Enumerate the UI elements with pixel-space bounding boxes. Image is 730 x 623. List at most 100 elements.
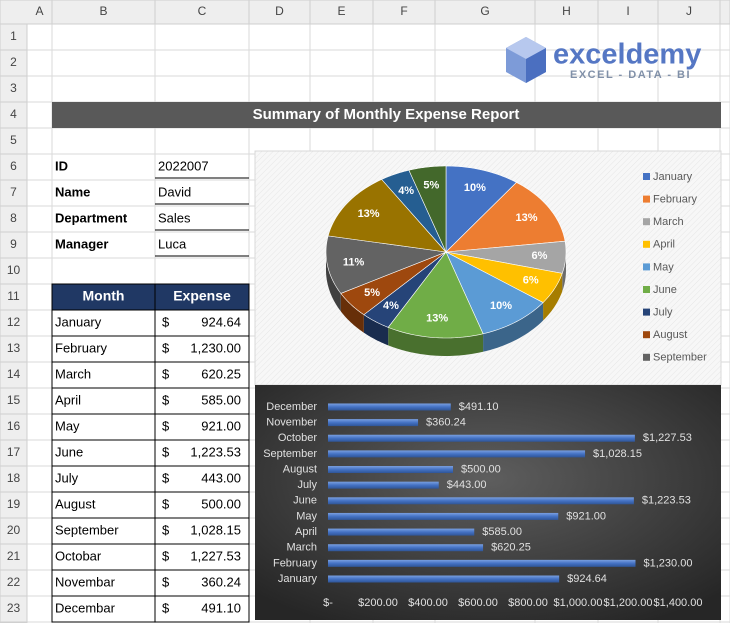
bar-data-label: $620.25 xyxy=(491,542,531,554)
y-tick-label: July xyxy=(297,479,317,491)
y-tick-label: March xyxy=(286,542,317,554)
pie-data-label: 10% xyxy=(464,182,486,194)
pie-slice xyxy=(327,179,447,253)
row-number: 3 xyxy=(10,81,17,95)
y-tick-label: September xyxy=(263,448,317,460)
table-row xyxy=(51,465,250,493)
currency-sign: $ xyxy=(162,496,170,511)
month-cell: June xyxy=(55,444,83,459)
info-label: Department xyxy=(55,210,128,225)
x-tick-label: $400.00 xyxy=(408,597,448,609)
expense-cell: 1,028.15 xyxy=(190,522,241,537)
row-number: 18 xyxy=(7,471,21,485)
column-letter: H xyxy=(562,4,571,18)
bar-data-label: $500.00 xyxy=(461,463,501,475)
currency-sign: $ xyxy=(162,600,170,615)
pie-slice xyxy=(445,251,544,335)
pie-slice xyxy=(445,251,563,303)
title-bar xyxy=(52,102,721,128)
row-number: 22 xyxy=(7,575,21,589)
currency-sign: $ xyxy=(162,366,170,381)
row-number: 17 xyxy=(7,445,21,459)
expense-cell: 585.00 xyxy=(201,392,241,407)
y-tick-label: October xyxy=(278,432,317,444)
bar xyxy=(328,481,439,489)
pie-slice xyxy=(325,235,448,294)
bar-data-label: $585.00 xyxy=(482,526,522,538)
legend-swatch xyxy=(643,218,650,226)
row-number: 13 xyxy=(7,341,21,355)
y-tick-label: April xyxy=(295,526,317,538)
pie-slice xyxy=(445,240,567,274)
row-number: 6 xyxy=(10,159,17,173)
y-tick-label: February xyxy=(273,557,318,569)
month-cell: February xyxy=(55,340,108,355)
bar xyxy=(328,419,419,427)
currency-sign: $ xyxy=(162,392,170,407)
row-number: 7 xyxy=(10,185,17,199)
info-value: 2022007 xyxy=(158,158,209,173)
row-number: 4 xyxy=(10,107,17,121)
expense-cell: 1,230.00 xyxy=(190,340,241,355)
bar-data-label: $491.10 xyxy=(459,401,499,413)
pie-data-label: 6% xyxy=(523,274,539,286)
currency-sign: $ xyxy=(162,548,170,563)
logo-name: exceldemy xyxy=(553,39,701,71)
pie-side xyxy=(340,293,364,333)
row-number: 16 xyxy=(7,419,21,433)
table-row xyxy=(51,413,250,441)
x-tick-label: $800.00 xyxy=(508,597,548,609)
legend-swatch xyxy=(643,308,650,316)
pie-side xyxy=(543,273,563,321)
row-number: 9 xyxy=(10,237,17,251)
y-tick-label: January xyxy=(278,573,318,585)
currency-sign: $ xyxy=(162,340,170,355)
currency-sign: $ xyxy=(162,314,170,329)
bar xyxy=(328,559,636,567)
currency-sign: $ xyxy=(162,444,170,459)
y-tick-label: December xyxy=(266,401,317,413)
pie-data-label: 5% xyxy=(423,180,439,192)
bar-data-label: $1,230.00 xyxy=(644,557,693,569)
legend-label: June xyxy=(653,284,677,296)
bar-data-label: $924.64 xyxy=(567,573,607,585)
table-row xyxy=(51,439,250,467)
expense-cell: 921.00 xyxy=(201,418,241,433)
month-cell: Novembar xyxy=(55,574,116,589)
legend-swatch xyxy=(643,195,650,203)
month-cell: September xyxy=(55,522,119,537)
bar-data-label: $1,227.53 xyxy=(643,432,692,444)
info-value: Luca xyxy=(158,236,187,251)
legend-label: May xyxy=(653,261,674,273)
bar xyxy=(328,466,453,474)
legend-label: February xyxy=(653,194,698,206)
legend-swatch xyxy=(643,353,650,361)
column-letter: C xyxy=(198,4,207,18)
currency-sign: $ xyxy=(162,470,170,485)
expense-cell: 1,223.53 xyxy=(190,444,241,459)
bar-data-label: $1,223.53 xyxy=(642,495,691,507)
pie-side xyxy=(562,252,566,292)
expense-cell: 1,227.53 xyxy=(190,548,241,563)
pie-data-label: 4% xyxy=(398,185,414,197)
pie-slice xyxy=(340,251,447,316)
legend-label: August xyxy=(653,329,687,341)
table-row xyxy=(51,569,250,597)
month-cell: March xyxy=(55,366,91,381)
bar xyxy=(328,544,484,552)
pie-slice xyxy=(381,169,447,253)
month-cell: August xyxy=(55,496,96,511)
month-cell: April xyxy=(55,392,81,407)
row-number: 19 xyxy=(7,497,21,511)
x-tick-label: $200.00 xyxy=(358,597,398,609)
pie-data-label: 6% xyxy=(531,250,547,262)
row-number: 5 xyxy=(10,133,17,147)
bar xyxy=(328,497,634,505)
logo-tagline: EXCEL - DATA - BI xyxy=(570,69,691,81)
pie-data-label: 13% xyxy=(516,212,538,224)
x-tick-label: $600.00 xyxy=(458,597,498,609)
x-tick-label: $1,400.00 xyxy=(654,597,703,609)
currency-sign: $ xyxy=(162,522,170,537)
bar-data-label: $1,028.15 xyxy=(593,448,642,460)
